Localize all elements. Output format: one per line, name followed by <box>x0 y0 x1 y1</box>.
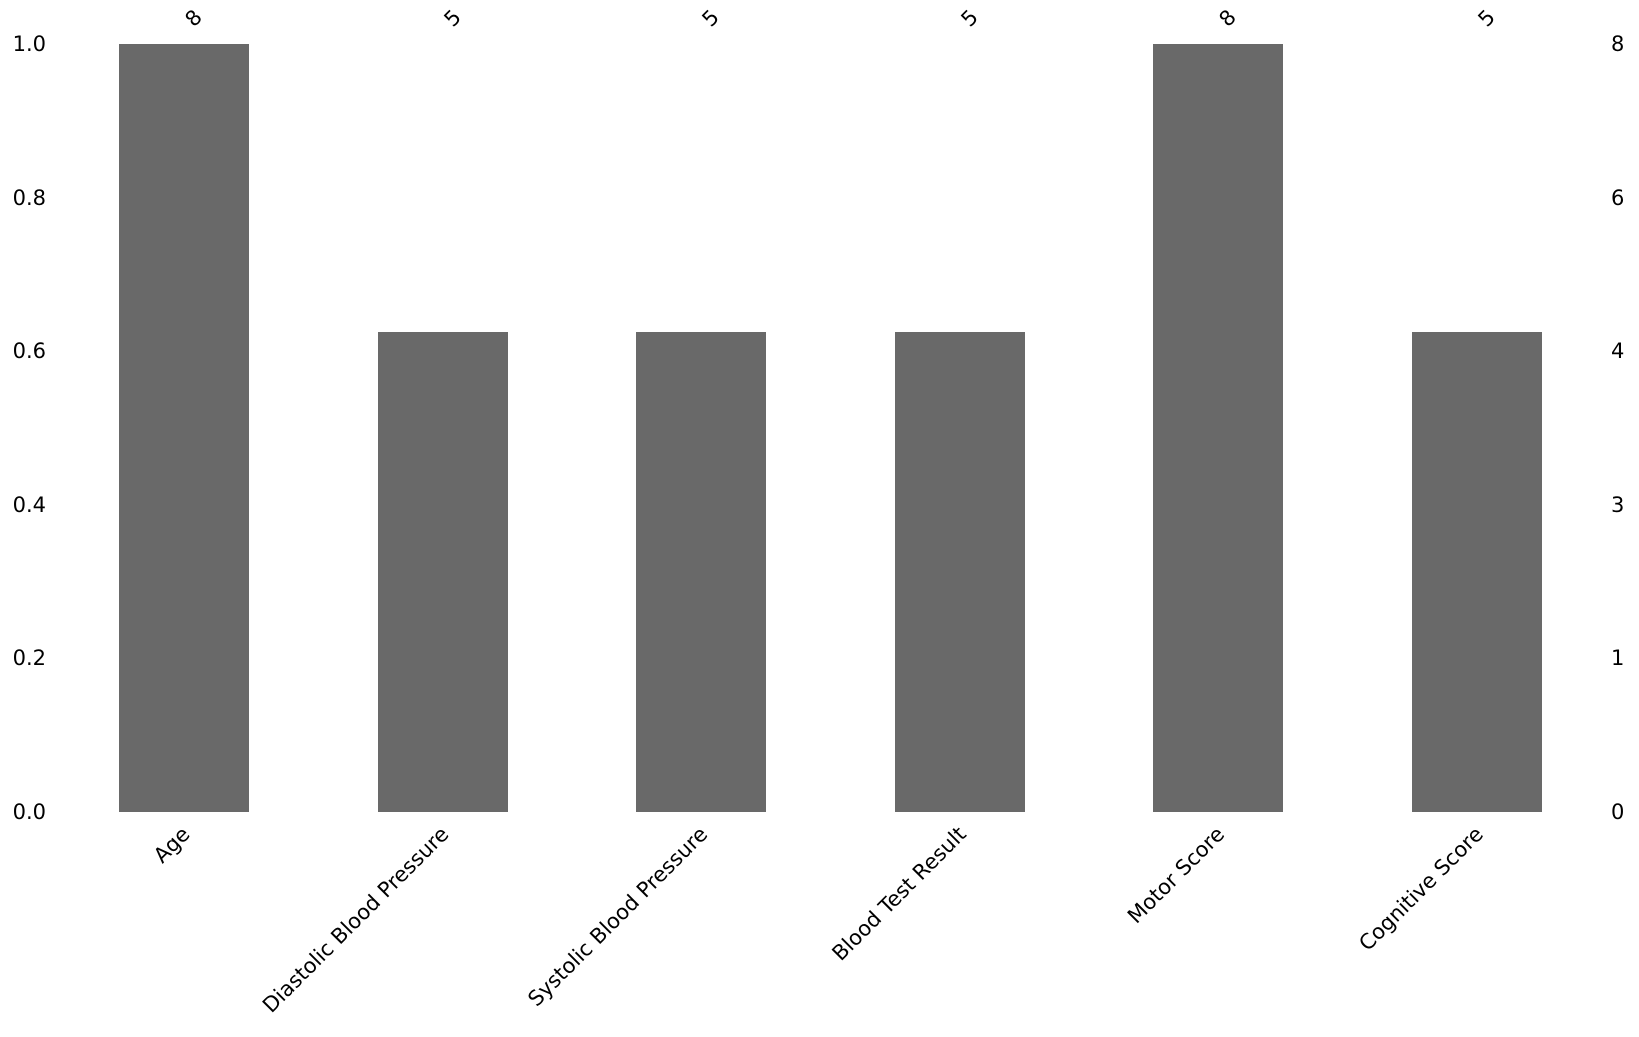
bar-value-label: 8 <box>180 4 207 32</box>
bar-value-label: 5 <box>955 4 983 32</box>
x-tick-label: Age <box>149 822 195 868</box>
bar-value-label: 8 <box>1214 4 1241 32</box>
y-tick-label-left: 0.4 <box>12 492 46 517</box>
y-tick-label-left: 0.2 <box>12 646 46 671</box>
bar <box>377 332 508 812</box>
y-tick-label-left: 0.0 <box>12 800 46 824</box>
bar-value-label: 5 <box>1472 4 1500 32</box>
bar <box>119 44 249 812</box>
y-tick-label-right: 0 <box>1611 800 1625 824</box>
y-tick-label-left: 1.0 <box>12 32 46 56</box>
y-tick-label-left: 0.8 <box>12 185 46 210</box>
x-tick-label: Cognitive Score <box>1353 822 1488 956</box>
y-tick-label-right: 8 <box>1611 32 1625 56</box>
bar <box>636 332 766 812</box>
y-tick-label-right: 3 <box>1611 492 1625 517</box>
x-tick-label: Motor Score <box>1122 822 1229 929</box>
x-tick-label: Blood Test Result <box>827 822 971 966</box>
bar <box>894 332 1025 812</box>
x-tick-label: Diastolic Blood Pressure <box>258 822 454 1018</box>
y-tick-label-right: 1 <box>1611 646 1625 671</box>
bar-value-label: 5 <box>438 4 466 32</box>
bar <box>1411 332 1542 812</box>
y-tick-label-left: 0.6 <box>12 339 46 364</box>
bar <box>1153 44 1283 812</box>
y-tick-label-right: 6 <box>1611 185 1625 210</box>
y-tick-label-right: 4 <box>1611 339 1625 364</box>
bar-value-label: 5 <box>697 4 724 32</box>
x-tick-label: Systolic Blood Pressure <box>522 822 712 1012</box>
